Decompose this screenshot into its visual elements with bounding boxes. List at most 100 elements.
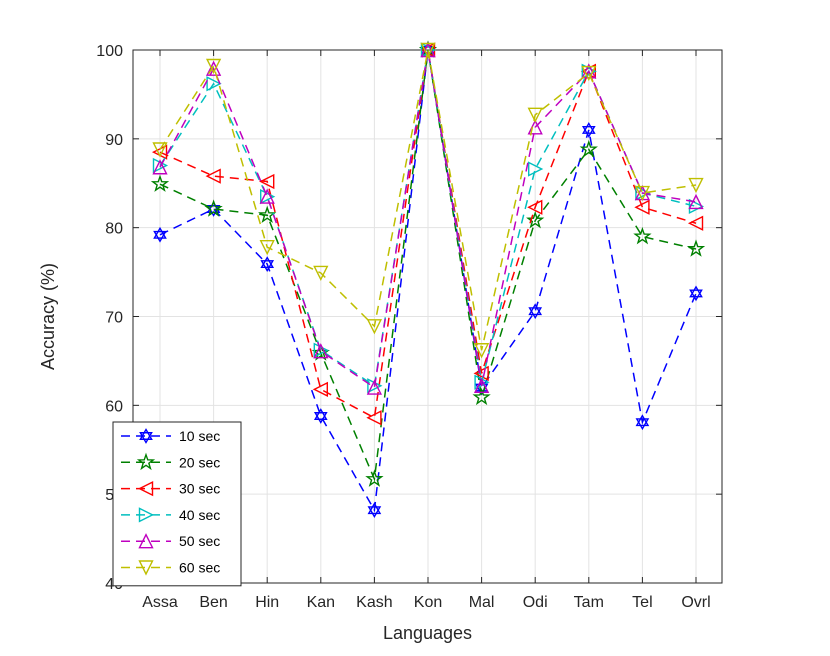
data-point-marker (528, 161, 544, 177)
series-line (159, 49, 697, 482)
x-tick-label: Kan (307, 594, 335, 611)
series-line (159, 49, 697, 351)
legend-marker (137, 480, 154, 497)
data-point-marker (528, 303, 543, 320)
data-point-marker (687, 215, 704, 231)
hexagram-part-down (581, 125, 596, 138)
hexagram-part-up (139, 428, 153, 440)
data-point-marker (366, 379, 383, 395)
series-60-sec (152, 42, 704, 359)
legend-marker (138, 533, 154, 549)
hexagram-part-down (139, 432, 153, 444)
legend-label: 50 sec (179, 533, 220, 549)
x-tick-label: Ovrl (681, 594, 710, 611)
data-point-marker (686, 239, 706, 257)
x-tick-label: Kash (356, 594, 392, 611)
y-tick-label: 100 (96, 43, 123, 60)
data-point-marker (153, 226, 167, 243)
y-tick-label: 70 (105, 310, 123, 327)
data-point-marker (635, 414, 650, 431)
data-point-marker (579, 139, 598, 158)
data-point-marker (259, 173, 275, 190)
data-point-marker (527, 199, 543, 215)
data-point-marker (313, 408, 328, 424)
data-point-marker (152, 142, 168, 158)
series-group (150, 40, 706, 519)
data-point-marker (472, 387, 491, 406)
x-tick-label: Ben (199, 594, 227, 611)
data-point-marker (581, 122, 596, 138)
hexagram-part-up (367, 502, 382, 515)
data-point-marker (473, 343, 490, 359)
data-point-marker (152, 159, 168, 175)
legend-marker (136, 452, 156, 471)
data-point-marker (260, 188, 276, 205)
data-point-marker (581, 65, 597, 82)
legend-label: 20 sec (179, 454, 220, 470)
x-tick-label: Odi (523, 594, 548, 611)
legend-label: 60 sec (179, 560, 220, 576)
hexagram-part-up (313, 408, 328, 420)
series-20-sec (150, 40, 706, 487)
hexagram-part-down (689, 289, 703, 302)
legend-entry: 40 sec (121, 507, 220, 523)
legend-entry: 30 sec (121, 481, 220, 497)
data-point-marker (473, 377, 490, 393)
data-point-marker (420, 42, 436, 59)
data-point-marker (366, 410, 382, 426)
data-point-marker (688, 193, 704, 210)
data-point-marker (205, 168, 221, 184)
legend-label: 30 sec (179, 481, 220, 497)
data-point-marker (581, 63, 597, 79)
legend-entry: 20 sec (121, 452, 220, 471)
y-axis-title: Accuracy (%) (38, 263, 58, 370)
y-tick-label: 80 (105, 221, 123, 238)
data-point-marker (204, 199, 223, 217)
data-point-marker (634, 185, 651, 202)
y-tick-label: 60 (105, 398, 123, 415)
data-point-marker (150, 174, 170, 192)
data-point-marker (258, 205, 277, 224)
data-point-marker (689, 285, 703, 302)
data-point-marker (634, 199, 650, 215)
x-axis-title: Languages (383, 623, 472, 643)
data-point-marker (367, 502, 382, 519)
data-point-marker (205, 60, 222, 76)
legend-marker (139, 428, 153, 444)
legend-label: 10 sec (179, 428, 220, 444)
x-tick-label: Tel (632, 594, 652, 611)
hexagram-part-down (528, 307, 543, 320)
data-point-marker (688, 177, 704, 194)
hexagram-part-down (367, 506, 382, 519)
data-point-marker (365, 469, 384, 487)
hexagram-part-up (581, 122, 596, 134)
data-point-marker (312, 381, 328, 397)
data-point-marker (259, 188, 275, 204)
x-tick-label: Hin (255, 594, 279, 611)
data-point-marker (259, 240, 275, 256)
legend-entry: 60 sec (121, 560, 220, 576)
data-point-marker (688, 198, 705, 214)
y-tick-label: 90 (105, 132, 123, 149)
hexagram-part-up (635, 414, 650, 427)
hexagram-part-down (635, 418, 650, 431)
data-point-marker (527, 107, 543, 123)
data-point-marker (205, 58, 222, 75)
data-point-marker (633, 226, 652, 245)
legend-entry: 10 sec (121, 428, 220, 444)
hexagram-part-up (528, 303, 543, 316)
data-point-marker (206, 76, 222, 92)
x-tick-label: Mal (469, 594, 495, 611)
data-point-marker (313, 265, 329, 282)
data-point-marker (260, 256, 275, 272)
data-point-marker (313, 342, 329, 358)
series-line (159, 49, 697, 513)
legend-marker (138, 560, 154, 576)
legend-entry: 50 sec (121, 533, 220, 549)
hexagram-part-up (689, 285, 703, 298)
legend-label: 40 sec (179, 507, 220, 523)
hexagram-part-down (260, 260, 275, 272)
x-tick-label: Kon (414, 594, 442, 611)
